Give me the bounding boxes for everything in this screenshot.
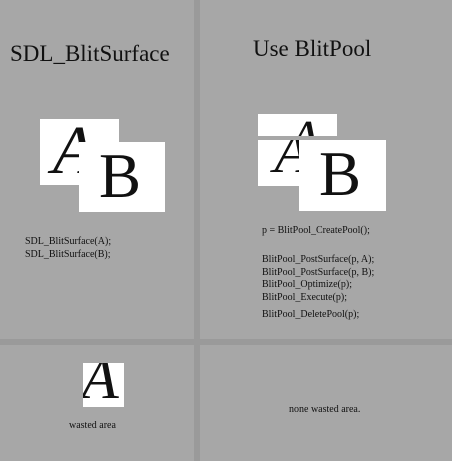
- blit-surface-code-line-1: SDL_BlitSurface(A);: [25, 236, 112, 247]
- blit-pool-title: Use BlitPool: [253, 36, 372, 61]
- horizontal-divider: [0, 339, 452, 345]
- wasted-area-tile: A: [83, 363, 124, 407]
- surface-b-tile: B: [79, 142, 165, 212]
- pool-a-side-slice: A: [258, 140, 300, 186]
- vertical-divider: [194, 0, 200, 461]
- blit-pool-code-line-4: BlitPool_Optimize(p);: [262, 279, 352, 290]
- blit-pool-code-line-2: BlitPool_PostSurface(p, A);: [262, 254, 375, 265]
- pool-a-top-slice: A: [258, 114, 337, 136]
- none-wasted-area-label: none wasted area.: [289, 404, 361, 415]
- blit-pool-code-line-1: p = BlitPool_CreatePool();: [262, 225, 370, 236]
- blit-surface-code-line-2: SDL_BlitSurface(B);: [25, 249, 111, 260]
- blit-pool-code-line-6: BlitPool_DeletePool(p);: [262, 309, 360, 320]
- pool-a-side-glyph: A: [267, 140, 300, 185]
- wasted-area-label: wasted area: [69, 420, 116, 431]
- blit-pool-code-line-5: BlitPool_Execute(p);: [262, 292, 347, 303]
- pool-b-tile: B: [299, 140, 386, 211]
- surface-b-glyph: B: [99, 142, 142, 211]
- wasted-area-glyph: A: [83, 363, 124, 407]
- blit-pool-code-line-3: BlitPool_PostSurface(p, B);: [262, 267, 375, 278]
- pool-b-glyph: B: [319, 140, 362, 209]
- pool-a-top-glyph: A: [282, 114, 330, 136]
- blit-surface-title: SDL_BlitSurface: [10, 41, 170, 66]
